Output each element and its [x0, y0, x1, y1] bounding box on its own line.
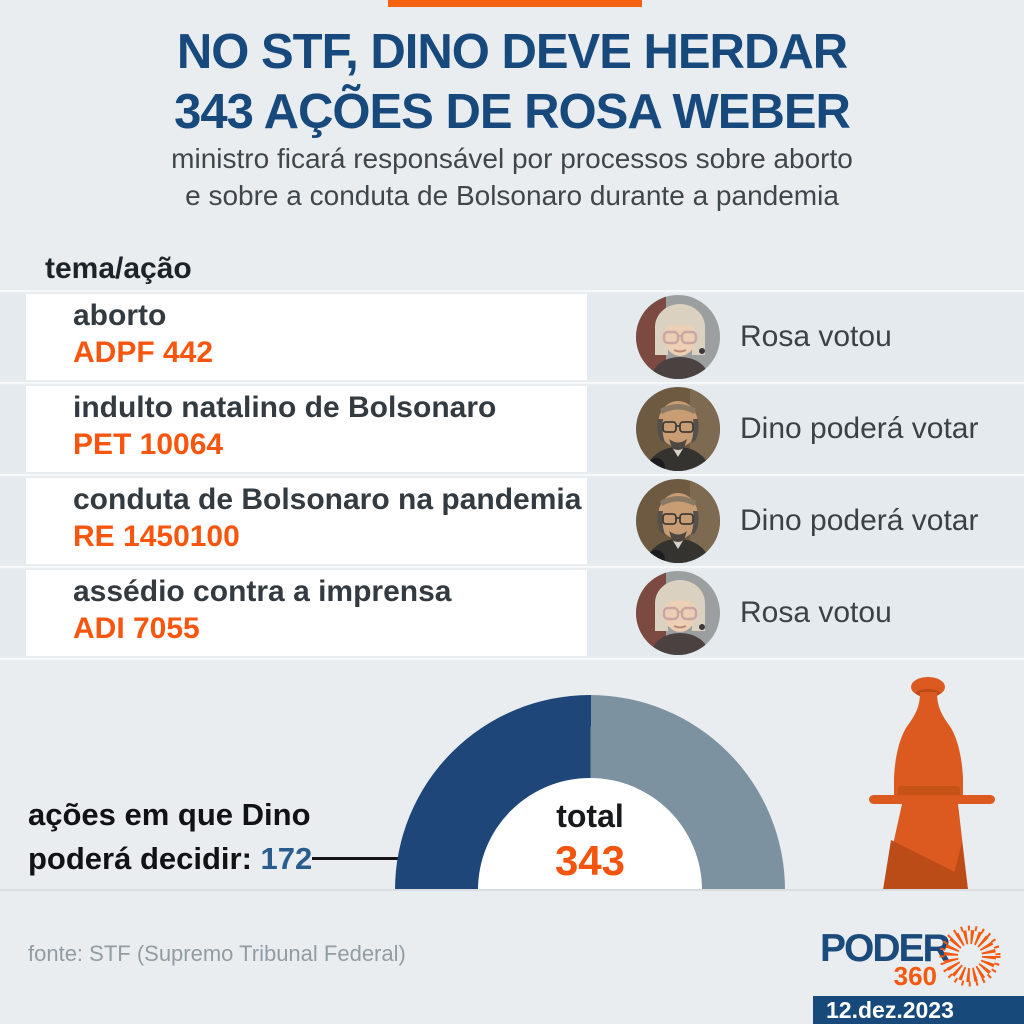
donut-total-label: total	[556, 798, 624, 834]
minister-photo	[636, 479, 720, 563]
minister-photo	[636, 571, 720, 655]
row-topic-cell: aborto ADPF 442	[26, 294, 587, 380]
row-divider	[0, 382, 1024, 384]
poder360-logo-text: PODER	[820, 927, 951, 970]
sunburst-icon	[939, 925, 1001, 987]
row-topic-cell: conduta de Bolsonaro na pandemia RE 1450…	[26, 478, 587, 564]
page-title: NO STF, DINO DEVE HERDAR 343 AÇÕES DE RO…	[0, 22, 1024, 142]
chart-annotation-prefix: poderá decidir:	[28, 841, 261, 876]
row-topic: assédio contra a imprensa	[73, 575, 452, 608]
row-status: Rosa votou	[740, 320, 892, 353]
donut-center: total 343	[478, 778, 702, 890]
table-row: aborto ADPF 442	[0, 294, 1024, 380]
row-case-number: ADI 7055	[73, 612, 200, 645]
chart-annotation-line2: poderá decidir: 172	[28, 841, 312, 877]
row-topic: conduta de Bolsonaro na pandemia	[73, 483, 582, 516]
row-topic-cell: indulto natalino de Bolsonaro PET 10064	[26, 386, 587, 472]
flavio-dino-avatar-icon	[636, 387, 720, 471]
table-row: indulto natalino de Bolsonaro PET 10064	[0, 386, 1024, 472]
row-case-number: PET 10064	[73, 428, 224, 461]
title-line-2: 343 AÇÕES DE ROSA WEBER	[174, 85, 851, 139]
subtitle-line-1: ministro ficará responsável por processo…	[171, 143, 853, 174]
row-topic-cell: assédio contra a imprensa ADI 7055	[26, 570, 587, 656]
row-divider	[0, 290, 1024, 292]
page-subtitle: ministro ficará responsável por processo…	[0, 140, 1024, 214]
chart-annotation-line1: ações em que Dino	[28, 797, 311, 832]
chart-annotation-value: 172	[260, 841, 313, 876]
row-topic: indulto natalino de Bolsonaro	[73, 391, 497, 424]
row-divider	[0, 658, 1024, 660]
rosa-weber-avatar-icon	[636, 571, 720, 655]
table-row: conduta de Bolsonaro na pandemia RE 1450…	[0, 478, 1024, 564]
row-case-number: ADPF 442	[73, 336, 214, 369]
source-credit: fonte: STF (Supremo Tribunal Federal)	[28, 941, 406, 966]
row-divider	[0, 566, 1024, 568]
table-row: assédio contra a imprensa ADI 7055	[0, 570, 1024, 656]
row-divider	[0, 474, 1024, 476]
subtitle-line-2: e sobre a conduta de Bolsonaro durante a…	[185, 180, 839, 211]
flavio-dino-avatar-icon	[636, 479, 720, 563]
row-status: Dino poderá votar	[740, 412, 979, 445]
semi-donut: total 343	[395, 695, 785, 890]
row-case-number: RE 1450100	[73, 520, 240, 553]
row-topic: aborto	[73, 299, 167, 332]
minister-photo	[636, 295, 720, 379]
annotation-connector-line	[312, 857, 407, 860]
minister-photo	[636, 387, 720, 471]
date-text: 12.dez.2023	[826, 996, 954, 1023]
poder360-logo-360: 360	[893, 961, 937, 991]
rosa-weber-avatar-icon	[636, 295, 720, 379]
title-line-1: NO STF, DINO DEVE HERDAR	[176, 25, 848, 79]
row-status: Dino poderá votar	[740, 504, 979, 537]
table-column-header: tema/ação	[45, 252, 192, 285]
justice-statue-icon	[869, 677, 995, 890]
row-status: Rosa votou	[740, 596, 892, 629]
chart-baseline	[0, 889, 1024, 891]
date-badge: 12.dez.2023	[813, 996, 1024, 1024]
donut-total-value: 343	[554, 837, 626, 884]
orange-accent-bar	[388, 0, 642, 7]
